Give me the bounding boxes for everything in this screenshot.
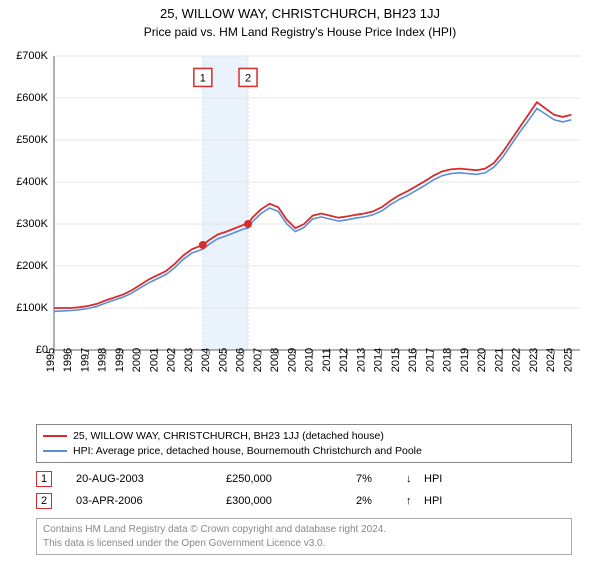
- svg-text:1998: 1998: [97, 348, 109, 372]
- svg-text:£600K: £600K: [16, 92, 48, 104]
- svg-text:2010: 2010: [304, 348, 316, 372]
- svg-text:2012: 2012: [338, 348, 350, 372]
- transaction-date: 20-AUG-2003: [76, 473, 226, 485]
- legend-swatch: [43, 435, 67, 437]
- chart-container: 25, WILLOW WAY, CHRISTCHURCH, BH23 1JJ P…: [0, 6, 600, 566]
- arrow-down-icon: ↓: [406, 473, 424, 485]
- svg-text:1997: 1997: [79, 348, 91, 372]
- legend-label: HPI: Average price, detached house, Bour…: [73, 444, 422, 459]
- svg-text:2013: 2013: [355, 348, 367, 372]
- transaction-row: 2 03-APR-2006£300,0002%↑HPI: [36, 490, 572, 512]
- svg-text:2001: 2001: [148, 348, 160, 372]
- svg-text:£100K: £100K: [16, 302, 48, 314]
- svg-text:1996: 1996: [62, 348, 74, 372]
- svg-text:2004: 2004: [200, 348, 212, 372]
- svg-text:2005: 2005: [217, 348, 229, 372]
- svg-text:1: 1: [200, 72, 206, 84]
- svg-text:2024: 2024: [545, 348, 557, 372]
- chart-subtitle: Price paid vs. HM Land Registry's House …: [0, 25, 600, 39]
- svg-text:2015: 2015: [390, 348, 402, 372]
- svg-text:1995: 1995: [45, 348, 57, 372]
- transaction-vs-label: HPI: [424, 495, 442, 507]
- svg-text:2017: 2017: [424, 348, 436, 372]
- svg-text:2011: 2011: [321, 348, 333, 372]
- svg-text:2014: 2014: [373, 348, 385, 372]
- legend-swatch: [43, 450, 67, 452]
- svg-text:2022: 2022: [511, 348, 523, 372]
- svg-text:2007: 2007: [252, 348, 264, 372]
- svg-text:2: 2: [245, 72, 251, 84]
- svg-text:2016: 2016: [407, 348, 419, 372]
- svg-text:2003: 2003: [183, 348, 195, 372]
- svg-text:2009: 2009: [286, 348, 298, 372]
- transaction-row: 1 20-AUG-2003£250,0007%↓HPI: [36, 468, 572, 490]
- arrow-up-icon: ↑: [406, 495, 424, 507]
- svg-text:2020: 2020: [476, 348, 488, 372]
- legend-item: HPI: Average price, detached house, Bour…: [43, 444, 565, 459]
- svg-text:£300K: £300K: [16, 218, 48, 230]
- footer-line2: This data is licensed under the Open Gov…: [43, 537, 565, 551]
- svg-text:£200K: £200K: [16, 260, 48, 272]
- transaction-price: £250,000: [226, 473, 356, 485]
- transactions-table: 1 20-AUG-2003£250,0007%↓HPI 2 03-APR-2006£3…: [36, 468, 572, 512]
- transaction-price: £300,000: [226, 495, 356, 507]
- svg-text:£400K: £400K: [16, 176, 48, 188]
- legend-item: 25, WILLOW WAY, CHRISTCHURCH, BH23 1JJ (…: [43, 429, 565, 444]
- footer-line1: Contains HM Land Registry data © Crown c…: [43, 523, 565, 537]
- transaction-vs-label: HPI: [424, 473, 442, 485]
- svg-text:2002: 2002: [166, 348, 178, 372]
- transaction-pct: 2%: [356, 495, 406, 507]
- svg-text:2018: 2018: [442, 348, 454, 372]
- svg-text:2021: 2021: [493, 348, 505, 372]
- line-chart: £0£100K£200K£300K£400K£500K£600K£700K199…: [0, 50, 600, 420]
- svg-text:2008: 2008: [269, 348, 281, 372]
- legend-label: 25, WILLOW WAY, CHRISTCHURCH, BH23 1JJ (…: [73, 429, 384, 444]
- svg-text:£500K: £500K: [16, 134, 48, 146]
- chart-area: £0£100K£200K£300K£400K£500K£600K£700K199…: [0, 50, 600, 420]
- chart-title: 25, WILLOW WAY, CHRISTCHURCH, BH23 1JJ: [0, 6, 600, 21]
- transaction-marker: 2: [36, 493, 52, 509]
- svg-text:2019: 2019: [459, 348, 471, 372]
- svg-text:2000: 2000: [131, 348, 143, 372]
- svg-text:2006: 2006: [235, 348, 247, 372]
- transaction-pct: 7%: [356, 473, 406, 485]
- attribution-footer: Contains HM Land Registry data © Crown c…: [36, 518, 572, 555]
- transaction-date: 03-APR-2006: [76, 495, 226, 507]
- svg-text:2023: 2023: [528, 348, 540, 372]
- transaction-marker: 1: [36, 471, 52, 487]
- svg-text:2025: 2025: [562, 348, 574, 372]
- svg-text:1999: 1999: [114, 348, 126, 372]
- legend: 25, WILLOW WAY, CHRISTCHURCH, BH23 1JJ (…: [36, 424, 572, 463]
- svg-text:£700K: £700K: [16, 50, 48, 62]
